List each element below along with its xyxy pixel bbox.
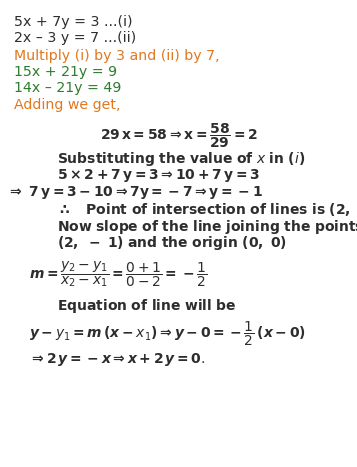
Text: $\mathbf{Substituting\ the\ value\ of\ }\mathit{x}\mathbf{\ in\ (}\mathit{i}\mat: $\mathbf{Substituting\ the\ value\ of\ }… xyxy=(57,150,306,169)
Text: 2x – 3 y = 7 ...(ii): 2x – 3 y = 7 ...(ii) xyxy=(14,31,136,45)
Text: $\mathbf{Now\ slope\ of\ the\ line\ joining\ the\ points}$: $\mathbf{Now\ slope\ of\ the\ line\ join… xyxy=(57,218,357,236)
Text: 15x + 21y = 9: 15x + 21y = 9 xyxy=(14,65,117,79)
Text: Adding we get,: Adding we get, xyxy=(14,98,121,112)
Text: $\mathbf{\therefore\quad Point\ of\ intersection\ of\ lines\ is\ (2,\ -1)}$: $\mathbf{\therefore\quad Point\ of\ inte… xyxy=(57,201,357,218)
Text: $\boldsymbol{m = \dfrac{y_2 - y_1}{x_2 - x_1} = \dfrac{0+1}{0-2} = -\dfrac{1}{2}: $\boldsymbol{m = \dfrac{y_2 - y_1}{x_2 -… xyxy=(29,259,207,289)
Text: $\boldsymbol{\Rightarrow 2\,y = -x \Rightarrow x + 2\,y = 0.}$: $\boldsymbol{\Rightarrow 2\,y = -x \Righ… xyxy=(29,351,205,368)
Text: $\mathbf{29\, x = 58 \Rightarrow x = \dfrac{58}{29} = 2}$: $\mathbf{29\, x = 58 \Rightarrow x = \df… xyxy=(100,121,258,150)
Text: Multiply (i) by 3 and (ii) by 7,: Multiply (i) by 3 and (ii) by 7, xyxy=(14,49,220,63)
Text: $\mathbf{5 \times 2 + 7\, y = 3 \Rightarrow 10 + 7\, y = 3}$: $\mathbf{5 \times 2 + 7\, y = 3 \Rightar… xyxy=(57,167,260,184)
Text: $\mathbf{Equation\ of\ line\ will\ be}$: $\mathbf{Equation\ of\ line\ will\ be}$ xyxy=(57,297,237,315)
Text: $\mathbf{\Rightarrow\ 7\, y = 3 - 10 \Rightarrow 7y = -7 \Rightarrow y = -1}$: $\mathbf{\Rightarrow\ 7\, y = 3 - 10 \Ri… xyxy=(7,184,263,201)
Text: 14x – 21y = 49: 14x – 21y = 49 xyxy=(14,81,122,95)
Text: $\mathbf{(2,\ -\ 1)\ and\ the\ origin\ (0,\ 0)}$: $\mathbf{(2,\ -\ 1)\ and\ the\ origin\ (… xyxy=(57,234,287,252)
Text: $\boldsymbol{y - y_1 = m\,(x - x_1) \Rightarrow y - 0 = -\dfrac{1}{2}\,(x-0)}$: $\boldsymbol{y - y_1 = m\,(x - x_1) \Rig… xyxy=(29,320,305,348)
Text: 5x + 7y = 3 ...(i): 5x + 7y = 3 ...(i) xyxy=(14,15,133,29)
